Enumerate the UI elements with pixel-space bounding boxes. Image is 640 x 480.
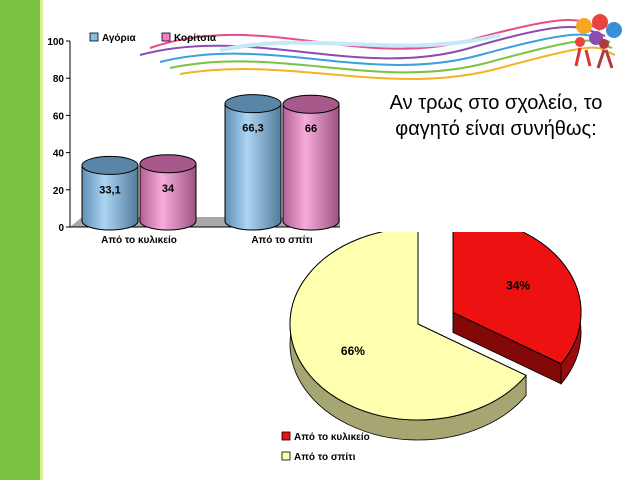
y-tick-label: 0 <box>58 223 64 234</box>
legend-label: Κορίτσια <box>174 33 217 44</box>
bar-top <box>282 94 340 114</box>
y-tick-label: 40 <box>53 149 65 160</box>
bar-chart: 0 20 40 60 80 100 33,1 34 Από το κυλικείο 66,3 66 Α… <box>47 32 340 246</box>
pie-slice-top <box>452 232 582 365</box>
y-tick-label: 100 <box>47 37 64 48</box>
decor-layer <box>139 14 622 80</box>
legend-swatch <box>161 32 171 42</box>
bar-legend: Αγόρια Κορίτσια <box>89 32 217 44</box>
pie-value-label: 66% <box>341 344 365 358</box>
left-accent-bar <box>0 0 40 480</box>
pie-chart: 66% 34% Από το κυλικείο Από το σπίτι <box>281 232 582 463</box>
pie-legend-label: Από το σπίτι <box>294 452 356 463</box>
pie-value-label: 34% <box>506 279 530 293</box>
slide-title: Αν τρως στο σχολείο, το φαγητό είναι συν… <box>360 90 632 142</box>
bar-value-label: 66 <box>305 123 317 135</box>
bar-body <box>282 103 340 231</box>
y-tick-label: 60 <box>53 111 65 122</box>
left-accent-stripe <box>40 0 43 480</box>
legend-swatch <box>89 32 99 42</box>
pie-legend-swatch <box>281 451 291 461</box>
children-logo-icon <box>574 14 622 69</box>
pie-legend-label: Από το κυλικείο <box>294 432 370 443</box>
y-tick-label: 20 <box>53 186 65 197</box>
slide-title-line-1: Αν τρως στο σχολείο, το <box>389 92 603 114</box>
y-tick-label: 80 <box>53 74 65 85</box>
x-category-label: Από το σπίτι <box>251 235 313 246</box>
bar-top <box>139 154 197 174</box>
pie-slice-top <box>289 232 527 421</box>
legend-label: Αγόρια <box>102 33 136 44</box>
slide-title-line-2: φαγητό είναι συνήθως: <box>395 118 597 140</box>
x-category-label: Από το κυλικείο <box>101 235 177 246</box>
bar-value-label: 34 <box>162 183 175 195</box>
bar-value-label: 66,3 <box>242 123 263 135</box>
bar-top <box>81 155 139 175</box>
bar-body <box>81 164 139 231</box>
pie-legend-swatch <box>281 431 291 441</box>
bar-value-label: 33,1 <box>99 184 120 196</box>
bar-top <box>224 94 282 114</box>
bar-body <box>224 103 282 231</box>
bar-body <box>139 163 197 231</box>
